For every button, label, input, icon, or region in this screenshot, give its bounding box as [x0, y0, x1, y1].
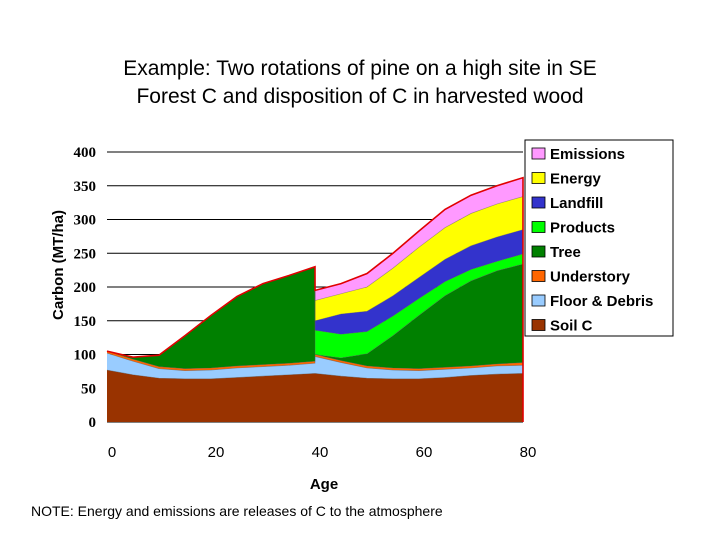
area-series-group: [106, 177, 524, 422]
footnote: NOTE: Energy and emissions are releases …: [31, 503, 443, 519]
y-tick-label-2: 100: [74, 348, 97, 364]
y-tick-label-1: 50: [81, 381, 96, 397]
legend-label-emissions: Emissions: [550, 146, 625, 163]
legend-label-soil-c: Soil C: [550, 318, 593, 335]
legend-swatch-soil-c: [531, 319, 546, 331]
total-outline-group: [106, 176, 524, 422]
legend-label-products: Products: [550, 220, 615, 237]
legend-label-floor-debris: Floor & Debris: [550, 293, 653, 310]
x-tick-label-0: 0: [108, 444, 116, 461]
legend: Emissions Energy Landfill Products Tree Under…: [524, 139, 674, 337]
y-tick-label-4: 200: [74, 280, 97, 296]
chart-title-line-1: Example: Two rotations of pine on a high…: [123, 57, 597, 80]
x-axis-label: Age: [310, 476, 338, 493]
layer-boundary-0: [106, 369, 524, 380]
legend-label-energy: Energy: [550, 171, 602, 188]
legend-box: [524, 139, 674, 337]
area-floor-debris: [107, 353, 523, 379]
area-energy: [107, 196, 523, 358]
legend-label-landfill: Landfill: [550, 195, 603, 212]
legend-swatch-energy: [531, 172, 546, 184]
y-axis-label: Carbon (MT/ha): [50, 210, 67, 320]
chart-title: Example: Two rotations of pine on a high…: [0, 55, 720, 111]
y-tick-label-8: 400: [74, 145, 97, 161]
layer-boundary-2: [106, 350, 524, 369]
y-axis-ticks: 0 50 100 150 200 250 300 350 400: [74, 145, 97, 431]
legend-label-tree: Tree: [550, 244, 581, 261]
y-tick-label-7: 350: [74, 179, 97, 195]
x-tick-label-2: 40: [312, 444, 329, 461]
y-tick-label-3: 150: [74, 314, 97, 330]
legend-swatch-products: [531, 221, 546, 233]
x-axis-ticks: 0 20 40 60 80: [108, 444, 537, 461]
y-tick-label-5: 250: [74, 246, 97, 262]
area-emissions: [107, 177, 523, 358]
chart-title-line-2: Forest C and disposition of C in harvest…: [136, 85, 584, 108]
legend-swatch-floor-debris: [531, 294, 546, 307]
y-tick-label-6: 300: [74, 213, 97, 229]
legend-swatch-landfill: [531, 196, 546, 209]
total-outline: [106, 176, 524, 422]
legend-swatch-tree: [531, 245, 546, 258]
x-tick-label-3: 60: [416, 444, 433, 461]
legend-swatch-understory: [531, 270, 546, 282]
area-soil-c: [107, 370, 523, 422]
y-tick-label-0: 0: [89, 415, 97, 431]
legend-label-understory: Understory: [550, 269, 631, 286]
x-tick-label-4: 80: [520, 444, 537, 461]
x-tick-label-1: 20: [208, 444, 225, 461]
legend-swatch-emissions: [531, 147, 546, 160]
